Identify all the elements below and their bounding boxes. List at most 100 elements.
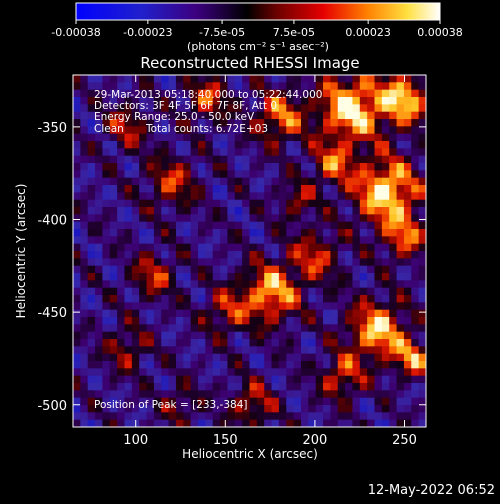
heatmap-cell xyxy=(286,375,295,384)
heatmap-cell xyxy=(124,75,133,83)
heatmap-cell xyxy=(403,111,412,120)
heatmap-cell xyxy=(227,243,236,252)
heatmap-cell xyxy=(227,302,236,311)
heatmap-cell xyxy=(396,126,405,135)
heatmap-cell xyxy=(212,346,221,355)
heatmap-cell xyxy=(396,280,405,289)
heatmap-cell xyxy=(117,229,125,237)
heatmap-cell xyxy=(411,375,420,384)
heatmap-cell xyxy=(183,177,192,186)
heatmap-cell xyxy=(389,111,397,120)
heatmap-cell xyxy=(109,111,118,120)
heatmap-cell xyxy=(183,236,192,245)
heatmap-cell xyxy=(183,75,192,83)
heatmap-cell xyxy=(131,104,140,113)
heatmap-cell xyxy=(308,221,317,230)
heatmap-cell xyxy=(256,390,265,399)
heatmap-cell xyxy=(220,192,228,201)
heatmap-cell xyxy=(396,383,405,391)
heatmap-cell xyxy=(359,390,368,399)
heatmap-cell xyxy=(117,163,125,171)
heatmap-cell xyxy=(117,295,125,303)
heatmap-cell xyxy=(131,375,140,384)
heatmap-cell xyxy=(87,104,96,113)
heatmap-cell xyxy=(198,214,206,223)
heatmap-cell xyxy=(242,111,250,120)
heatmap-cell xyxy=(249,141,258,149)
heatmap-cell xyxy=(308,390,317,399)
heatmap-cell xyxy=(80,331,89,340)
heatmap-cell xyxy=(183,199,192,208)
heatmap-cell xyxy=(183,229,192,237)
heatmap-cell xyxy=(403,412,412,421)
heatmap-cell xyxy=(256,111,265,120)
heatmap-cell xyxy=(95,199,103,208)
heatmap-cell xyxy=(323,163,331,171)
heatmap-cell xyxy=(293,258,302,267)
heatmap-cell xyxy=(139,287,147,296)
heatmap-cell xyxy=(234,133,243,142)
heatmap-cell xyxy=(300,353,309,362)
heatmap-cell xyxy=(337,141,346,149)
y-tick-label: -450 xyxy=(37,306,67,321)
heatmap-cell xyxy=(323,126,331,135)
heatmap-cell xyxy=(264,214,272,223)
colorbar-tick-label: -0.00023 xyxy=(123,26,172,39)
heatmap-cell xyxy=(323,229,331,237)
heatmap-cell xyxy=(109,243,118,252)
heatmap-cell xyxy=(220,273,228,281)
heatmap-cell xyxy=(374,265,383,274)
heatmap-cell xyxy=(418,207,426,215)
heatmap-cell xyxy=(352,155,361,164)
heatmap-cell xyxy=(249,148,258,157)
heatmap-cell xyxy=(315,361,324,369)
heatmap-cell xyxy=(315,221,324,230)
heatmap-cell xyxy=(367,346,375,355)
heatmap-cell xyxy=(190,324,199,333)
heatmap-cell xyxy=(139,346,147,355)
heatmap-cell xyxy=(168,302,177,311)
heatmap-cell xyxy=(80,119,89,127)
heatmap-cell xyxy=(345,324,353,333)
heatmap-cell xyxy=(175,309,184,318)
heatmap-cell xyxy=(168,199,177,208)
heatmap-cell xyxy=(256,339,265,347)
heatmap-cell xyxy=(242,331,250,340)
heatmap-cell xyxy=(315,375,324,384)
heatmap-cell xyxy=(117,397,125,406)
heatmap-cell xyxy=(308,353,317,362)
heatmap-cell xyxy=(352,207,361,215)
heatmap-cell xyxy=(315,214,324,223)
heatmap-cell xyxy=(345,104,353,113)
heatmap-cell xyxy=(278,251,287,259)
x-tick-label: 150 xyxy=(213,433,238,448)
heatmap-cell xyxy=(359,236,368,245)
heatmap-cell xyxy=(117,170,125,179)
heatmap-cell xyxy=(249,170,258,179)
heatmap-cell xyxy=(109,251,118,259)
heatmap-cell xyxy=(190,89,199,98)
heatmap-cell xyxy=(95,397,103,406)
heatmap-cell xyxy=(330,339,339,347)
heatmap-cell xyxy=(117,302,125,311)
heatmap-cell xyxy=(249,368,258,377)
heatmap-cell xyxy=(300,258,309,267)
heatmap-cell xyxy=(95,82,103,91)
heatmap-cell xyxy=(168,243,177,252)
heatmap-cell xyxy=(337,111,346,120)
heatmap-cell xyxy=(315,82,324,91)
heatmap-cell xyxy=(389,258,397,267)
heatmap-cell xyxy=(102,192,111,201)
heatmap-cell xyxy=(161,258,169,267)
heatmap-cell xyxy=(234,97,243,105)
heatmap-cell xyxy=(234,273,243,281)
heatmap-cell xyxy=(234,82,243,91)
heatmap-cell xyxy=(124,192,133,201)
heatmap-cell xyxy=(256,199,265,208)
heatmap-cell xyxy=(124,199,133,208)
heatmap-cell xyxy=(396,273,405,281)
heatmap-cell xyxy=(227,199,236,208)
heatmap-cell xyxy=(323,214,331,223)
heatmap-cell xyxy=(212,287,221,296)
heatmap-cell xyxy=(396,104,405,113)
